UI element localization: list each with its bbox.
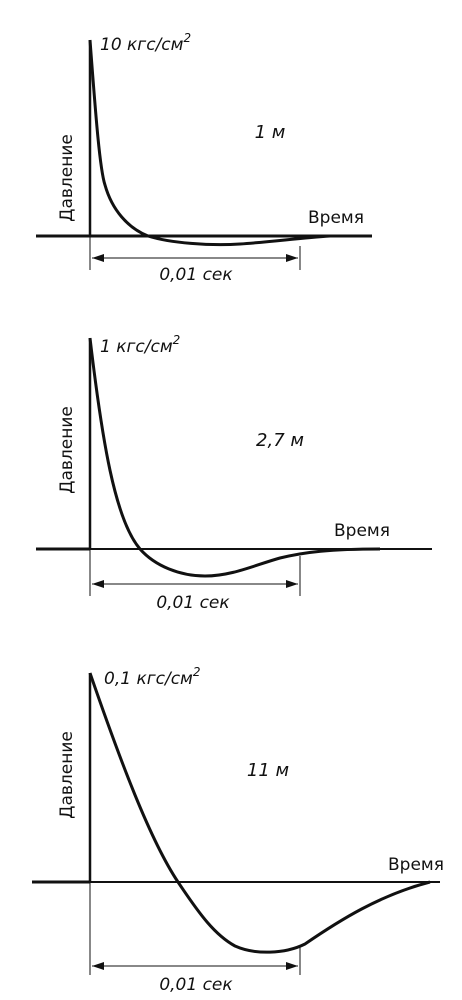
pressure-curve [88,337,381,578]
duration-arrow-right [286,580,298,588]
pressure-curve [88,672,431,954]
panel-1: Давление 10 кгс/см2 1 м Время 0,01 сек [36,31,372,285]
y-axis-label: Давление [57,134,77,222]
pressure-curve [88,39,331,247]
y-axis-label: Давление [57,731,77,819]
x-axis-label: Время [308,208,364,228]
duration-arrow-left [92,962,104,970]
panel-3: Давление 0,1 кгс/см2 11 м Время 0,01 сек [32,665,444,995]
peak-pressure-label: 0,1 кгс/см2 [104,665,201,689]
duration-arrow-left [92,254,104,262]
duration-label: 0,01 сек [159,975,233,995]
duration-label: 0,01 сек [159,265,233,285]
y-axis-label: Давление [57,406,77,494]
distance-label: 11 м [247,760,289,781]
duration-label: 0,01 сек [156,593,230,613]
panel-2: Давление 1 кгс/см2 2,7 м Время 0,01 сек [36,333,432,613]
distance-label: 2,7 м [256,430,304,451]
distance-label: 1 м [255,122,286,143]
duration-arrow-right [286,254,298,262]
duration-arrow-right [286,962,298,970]
x-axis-label: Время [334,521,390,541]
x-axis-label: Время [388,855,444,875]
duration-arrow-left [92,580,104,588]
peak-pressure-label: 1 кгс/см2 [100,333,180,357]
peak-pressure-label: 10 кгс/см2 [100,31,191,55]
